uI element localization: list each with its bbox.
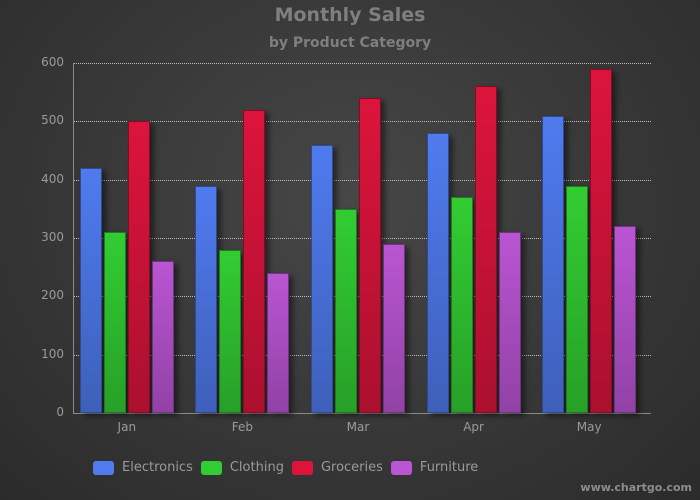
bar-electronics-feb [195,185,218,413]
legend-swatch [291,460,313,475]
bar-groceries-feb [243,109,266,413]
x-tick-label: May [576,420,602,434]
legend-item-electronics: Electronics [93,460,193,475]
bar-clothing-may [566,185,589,413]
y-tick-label: 200 [41,288,64,303]
legend-swatch [93,460,114,475]
bar-groceries-jan [127,121,150,413]
legend: Electronics Clothing Groceries Furniture [93,460,486,475]
legend-label: Groceries [320,460,383,475]
bar-groceries-may [590,68,613,413]
legend-item-groceries: Groceries [291,460,383,475]
bar-electronics-apr [426,133,449,413]
bar-clothing-mar [335,208,357,413]
watermark: www.chartgo.com [580,481,692,494]
legend-label: Electronics [122,460,193,475]
legend-item-clothing: Clothing [200,460,284,475]
y-tick-label: 0 [56,405,64,419]
y-tick-label: 100 [41,346,64,361]
bar-furniture-apr [498,232,521,413]
bar-furniture-feb [267,273,290,413]
y-axis [73,63,74,413]
legend-label: Clothing [229,460,284,475]
grid-line [73,63,651,64]
bar-furniture-mar [383,243,405,413]
y-tick-label: 500 [41,113,64,128]
y-tick-label: 400 [41,171,64,186]
legend-swatch [200,460,222,475]
y-tick-label: 300 [41,230,64,244]
legend-item-furniture: Furniture [390,460,479,475]
x-tick-label: Apr [463,420,484,434]
bar-electronics-may [542,115,565,413]
bar-groceries-mar [359,98,381,413]
plot-area [73,63,651,414]
bar-furniture-jan [151,261,174,413]
x-tick-label: Mar [346,420,370,434]
bar-electronics-mar [311,144,333,413]
legend-label: Furniture [419,460,479,475]
bar-clothing-jan [103,232,126,413]
bar-electronics-jan [79,168,102,413]
bar-clothing-apr [450,197,473,413]
bar-groceries-apr [474,86,497,413]
bar-furniture-may [614,226,637,413]
chart-title: Monthly Sales [274,4,426,26]
x-tick-label: Feb [231,420,254,434]
bar-clothing-feb [219,249,242,413]
legend-swatch [390,460,412,475]
y-tick-label: 600 [41,55,64,69]
x-tick-label: Jan [117,420,137,434]
chart-subtitle: by Product Category [268,35,432,51]
x-axis [73,413,651,414]
